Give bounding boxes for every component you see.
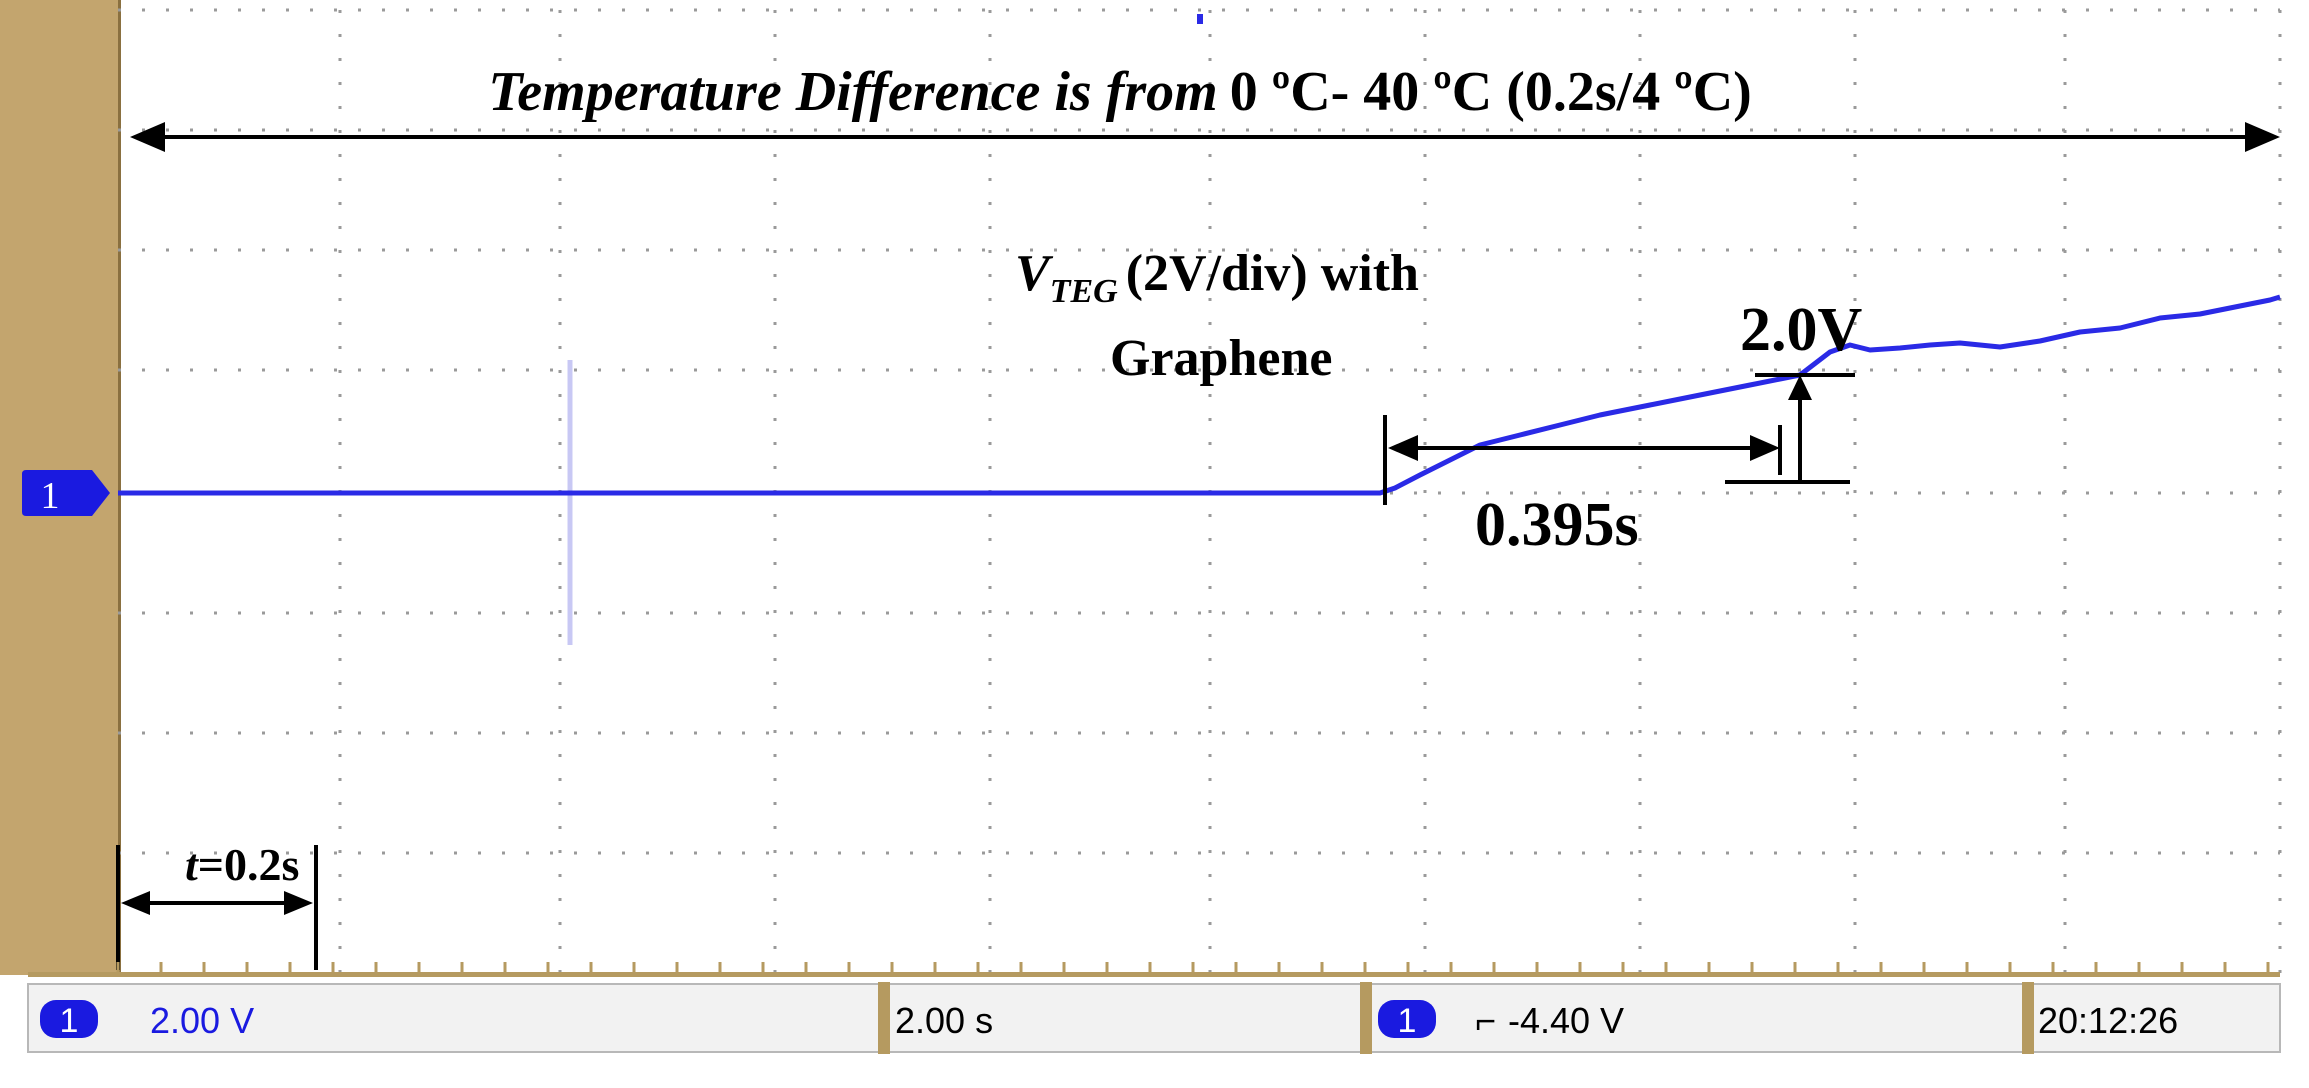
ch1-scale-badge-label: 1: [60, 1002, 79, 1040]
timebase-div-val: =0.2s: [198, 839, 300, 890]
rise-time-arrow: [1383, 415, 1782, 505]
voltage-mark-label: 2.0V: [1740, 296, 1863, 364]
status-separators: [878, 982, 2034, 1054]
trigger-position-marker: [1197, 14, 1203, 24]
clock: 20:12:26: [2038, 1000, 2178, 1041]
timebase-div-arrow: [116, 845, 318, 970]
left-bezel-edge: [118, 0, 121, 975]
temperature-title-italic: Temperature Difference is from: [488, 61, 1217, 123]
ch1-scale-badge[interactable]: [40, 1000, 98, 1038]
timebase-div-label: t=0.2s: [185, 839, 299, 890]
trigger-source-badge-label: 1: [1398, 1002, 1417, 1040]
channel-1-marker[interactable]: [22, 470, 110, 516]
bottom-ticks: [116, 962, 2270, 972]
vteg-label-sub: TEG: [1050, 273, 1118, 310]
ch1-scale-value[interactable]: 2.00 V: [150, 1000, 254, 1041]
status-bar-top-border: [28, 972, 2280, 977]
vteg-trace: [118, 294, 2281, 496]
rise-time-label: 0.395s: [1475, 491, 1639, 559]
vteg-label-v: V: [1015, 245, 1054, 302]
temperature-range-arrow: [130, 122, 2280, 152]
vteg-label-rest: (2V/div) with: [1126, 245, 1419, 302]
channel-1-marker-label: 1: [41, 475, 60, 517]
temperature-title-range: 0 ºC- 40 ºC (0.2s/4 ºC): [1230, 61, 1752, 123]
timebase-div-var: t: [185, 839, 199, 890]
voltage-measurement-markers: [1725, 373, 1855, 484]
vteg-label-line2: Graphene: [1110, 330, 1332, 387]
vteg-label: VTEG (2V/div) with: [1015, 245, 1419, 310]
trigger-rising-edge-icon: ⌐: [1475, 1000, 1496, 1041]
status-bar: [27, 983, 2281, 1053]
trigger-source-badge[interactable]: [1378, 1000, 1436, 1038]
trigger-level-value[interactable]: -4.40 V: [1508, 1000, 1624, 1041]
timebase-value[interactable]: 2.00 s: [895, 1000, 993, 1041]
temperature-difference-title: Temperature Difference is from 0 ºC- 40 º…: [488, 61, 1752, 123]
